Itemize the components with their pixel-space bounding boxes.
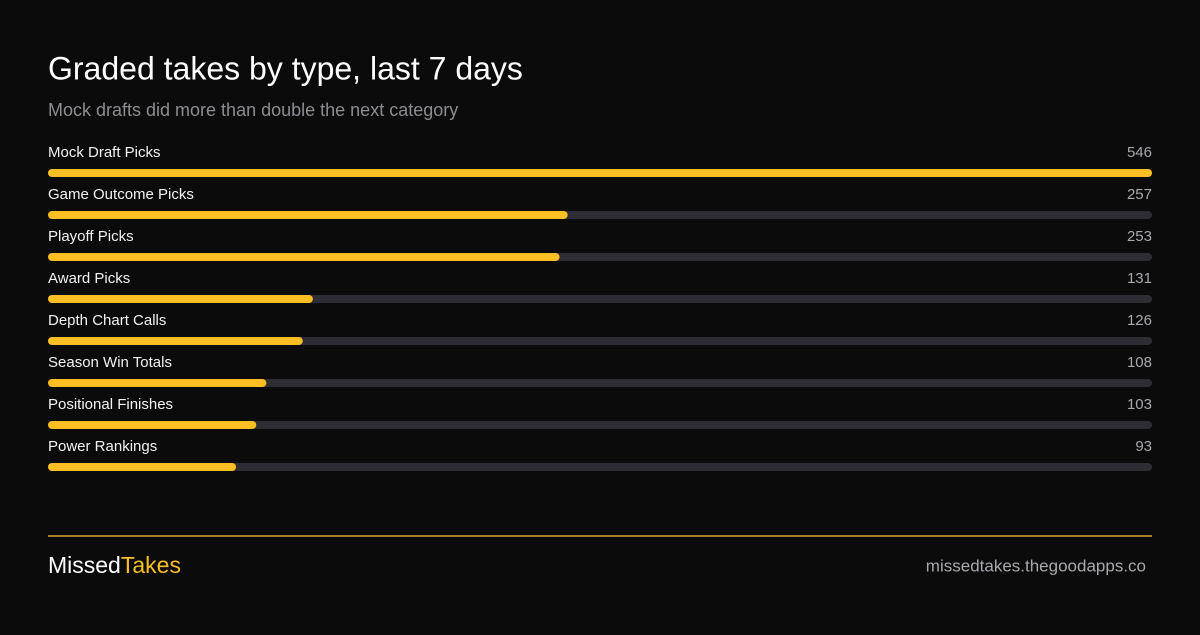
bar-label: Playoff Picks [48,228,134,245]
bar-track [48,337,1152,345]
chart-subtitle: Mock drafts did more than double the nex… [48,100,458,120]
value-label: 546 [1127,144,1152,161]
bar-label: Season Win Totals [48,354,172,371]
value-label: 126 [1127,312,1152,329]
value-label: 93 [1135,438,1152,455]
chart-title: Graded takes by type, last 7 days [48,50,523,86]
bar-track [48,379,1152,387]
bar-label: Power Rankings [48,438,157,455]
bar [48,169,1152,177]
brand-second: Takes [121,552,181,578]
bar-track [48,463,1152,471]
bar-label: Positional Finishes [48,396,173,413]
brand-first: Missed [48,552,121,578]
value-label: 131 [1127,270,1152,287]
value-label: 253 [1127,228,1152,245]
footer-url: missedtakes.thegoodapps.co [926,556,1146,575]
bar-track [48,295,1152,303]
bar [48,211,568,219]
bar [48,295,313,303]
bar [48,253,560,261]
bar [48,463,237,471]
bar-track [48,421,1152,429]
value-label: 108 [1127,354,1152,371]
bar-label: Mock Draft Picks [48,144,161,161]
bar-label: Game Outcome Picks [48,186,194,203]
bar [48,337,303,345]
brand: MissedTakes [48,552,181,578]
value-label: 103 [1127,396,1152,413]
bar-label: Depth Chart Calls [48,312,166,329]
bar [48,379,267,387]
bar [48,421,257,429]
bar-label: Award Picks [48,270,130,287]
value-label: 257 [1127,186,1152,203]
